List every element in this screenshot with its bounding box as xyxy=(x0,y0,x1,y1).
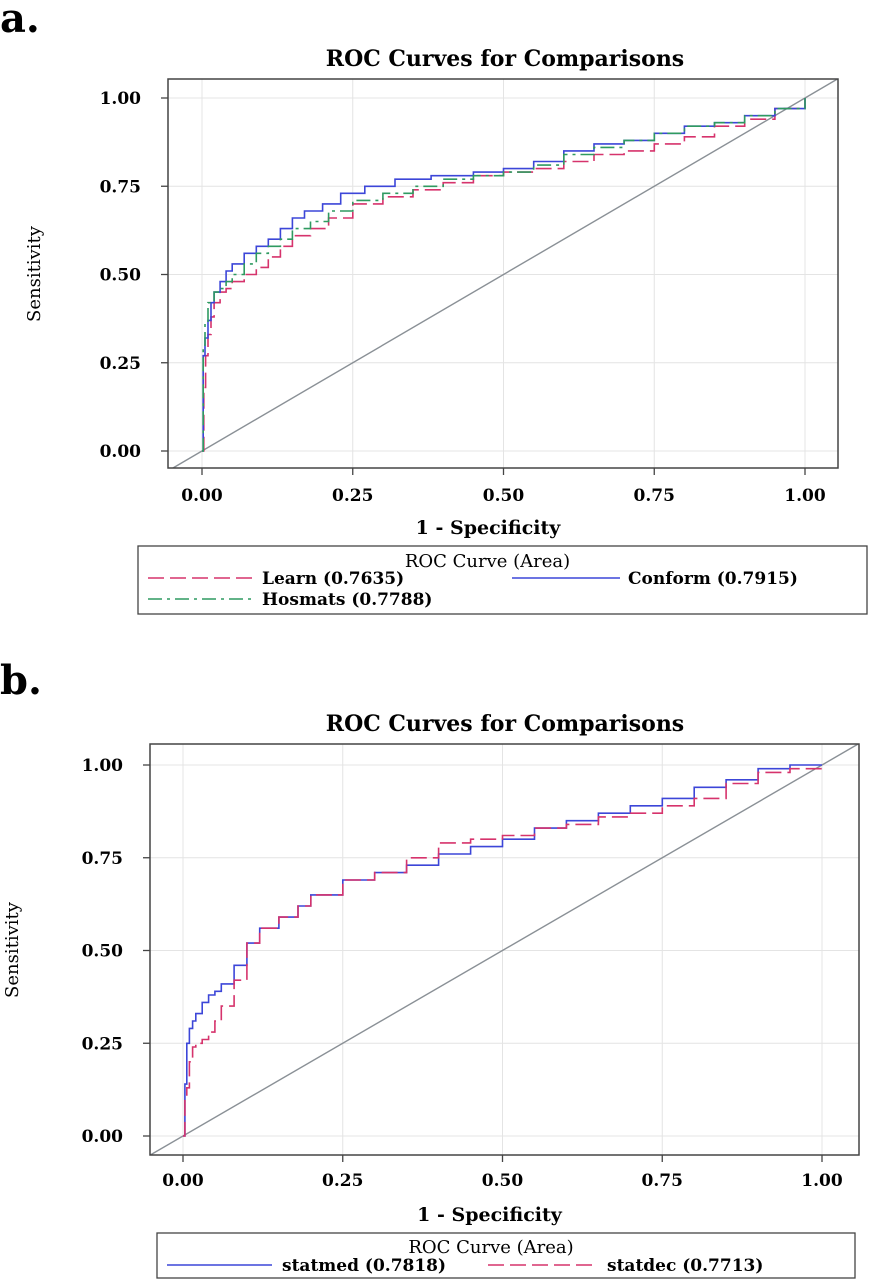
grid xyxy=(150,744,859,1155)
chart-title: ROC Curves for Comparisons xyxy=(326,46,684,72)
legend-entry-hosmats: Hosmats (0.7788) xyxy=(262,590,432,610)
y-tick-label: 0.00 xyxy=(82,1127,124,1147)
x-tick-label: 0.75 xyxy=(634,486,675,506)
legend: ROC Curve (Area)statmed (0.7818) statdec … xyxy=(156,1232,856,1279)
y-tick-label: 1.00 xyxy=(82,756,124,776)
legend-box xyxy=(156,1232,856,1279)
x-tick-label: 0.25 xyxy=(322,1171,363,1191)
grid xyxy=(168,79,838,468)
legend-title: ROC Curve (Area) xyxy=(408,1237,573,1258)
x-tick-label: 0.50 xyxy=(482,1171,524,1191)
legend-box xyxy=(137,545,868,615)
y-tick-label: 0.75 xyxy=(100,177,141,197)
y-tick-label: 0.75 xyxy=(82,849,123,869)
series-line-hosmats xyxy=(202,98,806,452)
legend: ROC Curve (Area)Learn (0.7635) Conform (0… xyxy=(137,545,868,615)
y-tick-label: 0.50 xyxy=(82,942,124,962)
chart-title: ROC Curves for Comparisons xyxy=(326,711,684,737)
series-line-statdec xyxy=(183,765,823,1137)
panel-label: a. xyxy=(0,0,40,42)
x-axis-label: 1 - Specificity xyxy=(417,1204,563,1226)
x-tick-label: 0.00 xyxy=(162,1171,204,1191)
y-axis-label: Sensitivity xyxy=(2,901,23,998)
series-line-learn xyxy=(202,98,806,452)
legend-entry-statdec: statdec (0.7713) xyxy=(607,1256,763,1276)
legend-entry-conform: Conform (0.7915) xyxy=(628,569,798,589)
legend-entry-statmed: statmed (0.7818) xyxy=(282,1256,446,1276)
x-tick-label: 1.00 xyxy=(801,1171,843,1191)
x-tick-label: 0.25 xyxy=(332,486,373,506)
y-tick-label: 0.25 xyxy=(100,354,141,374)
x-tick-label: 0.75 xyxy=(642,1171,683,1191)
y-tick-label: 0.00 xyxy=(100,442,142,462)
reference-diagonal xyxy=(172,78,838,469)
y-tick-label: 0.50 xyxy=(100,266,142,286)
y-tick-label: 1.00 xyxy=(100,89,142,109)
plot-frame xyxy=(149,743,860,1156)
x-tick-label: 1.00 xyxy=(784,486,826,506)
x-axis-label: 1 - Specificity xyxy=(416,517,562,539)
reference-diagonal xyxy=(149,743,859,1156)
panel-label: b. xyxy=(0,657,42,704)
legend-title: ROC Curve (Area) xyxy=(405,551,570,572)
y-tick-label: 0.25 xyxy=(82,1034,123,1054)
y-axis-label: Sensitivity xyxy=(24,225,45,322)
chart-panel-a: a. ROC Curves for Comparisons 0.00 0.25 0.50… xyxy=(0,0,868,615)
legend-entry-learn: Learn (0.7635) xyxy=(262,569,404,589)
x-tick-label: 0.50 xyxy=(483,486,525,506)
chart-panel-b: b. ROC Curves for Comparisons 0.00 0.25 0.50… xyxy=(0,657,860,1279)
x-tick-label: 0.00 xyxy=(181,486,223,506)
